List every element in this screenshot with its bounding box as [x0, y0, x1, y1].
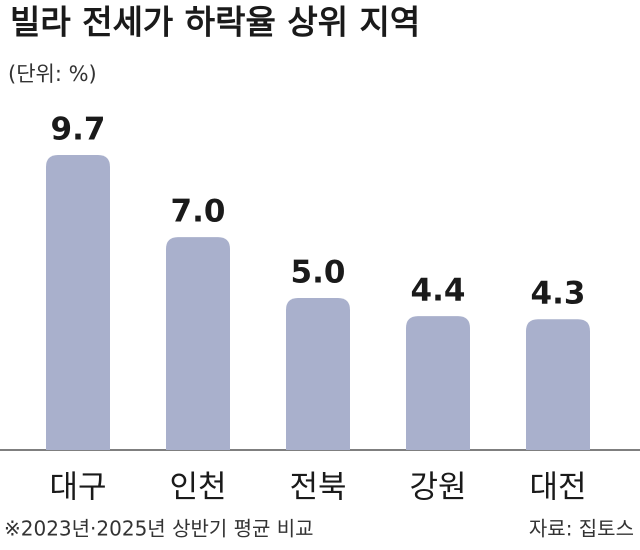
x-tick-label: 대구 — [49, 470, 106, 506]
bar — [166, 237, 230, 450]
bar — [526, 319, 590, 450]
value-label: 5.0 — [291, 254, 346, 290]
x-tick-label: 강원 — [409, 470, 466, 506]
bar — [406, 316, 470, 450]
footnote: ※2023년·2025년 상반기 평균 비교 — [4, 517, 314, 541]
bar — [286, 297, 350, 450]
bar — [46, 155, 110, 450]
value-label: 9.7 — [51, 112, 106, 148]
value-label: 4.3 — [531, 276, 586, 312]
x-tick-label: 대전 — [529, 470, 586, 506]
value-label: 4.4 — [411, 273, 466, 309]
x-tick-label: 인천 — [169, 470, 226, 506]
unit-label: (단위: %) — [8, 62, 97, 86]
chart-title: 빌라 전세가 하락율 상위 지역 — [10, 3, 420, 42]
source: 자료: 집토스 — [529, 517, 634, 541]
x-tick-label: 전북 — [289, 470, 346, 506]
value-label: 7.0 — [171, 194, 226, 230]
